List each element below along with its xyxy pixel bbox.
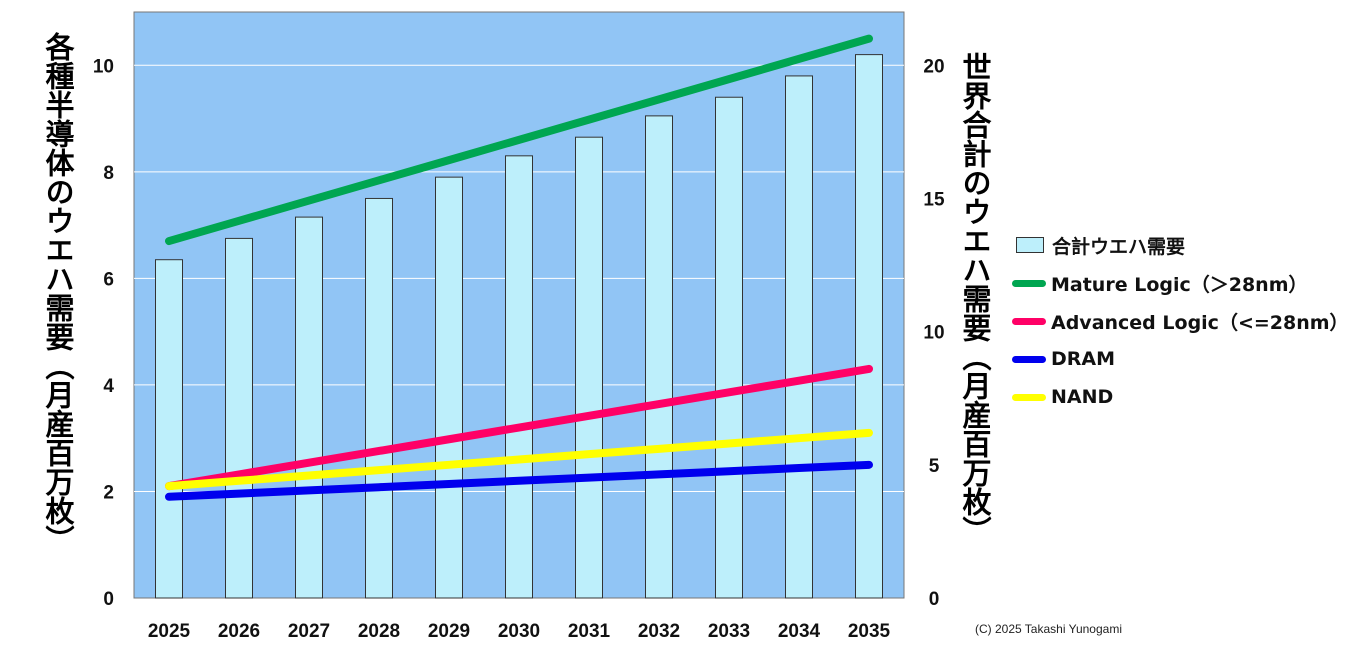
right-tick-label: 15: [923, 189, 945, 210]
bar-series: [155, 54, 883, 599]
right-axis-ticks: 0 5 10 15 20: [923, 56, 945, 610]
line-mature-logic: [165, 34, 873, 246]
x-tick-label: 2031: [568, 621, 611, 642]
line-nand: [165, 428, 873, 491]
legend-item-mature: Mature Logic（＞28nm）: [1012, 264, 1349, 302]
x-tick-label: 2026: [218, 621, 260, 642]
legend-swatch-mature: [1012, 279, 1046, 287]
bar-2025: [155, 259, 183, 599]
legend-swatch-dram: [1012, 355, 1046, 363]
legend-item-advanced: Advanced Logic（<=28nm）: [1012, 302, 1349, 340]
left-axis-label: 各種半導体のウエハ需要（月産百万枚）: [41, 32, 75, 554]
legend-label: NAND: [1051, 386, 1114, 408]
x-tick-label: 2030: [498, 621, 540, 642]
x-tick-label: 2032: [638, 621, 680, 642]
x-tick-label: 2025: [148, 621, 191, 642]
legend-label: DRAM: [1051, 348, 1116, 370]
left-tick-label: 10: [93, 56, 114, 77]
legend-label: 合計ウエハ需要: [1052, 235, 1186, 258]
bar-2027: [295, 216, 323, 599]
bar-2030: [505, 155, 533, 599]
x-tick-label: 2035: [848, 621, 891, 642]
left-tick-label: 8: [103, 163, 114, 184]
left-tick-label: 2: [103, 482, 114, 503]
right-tick-label: 5: [929, 456, 940, 477]
left-tick-label: 6: [103, 269, 114, 290]
x-axis-ticks: 2025 2026 2027 2028 2029 2030 2031 2032 2033 2034…: [148, 621, 891, 642]
left-tick-label: 0: [103, 589, 114, 610]
legend-swatch-nand: [1012, 393, 1046, 401]
legend-label: Mature Logic（＞28nm）: [1051, 273, 1308, 296]
bar-2031: [575, 136, 603, 599]
right-tick-label: 0: [929, 589, 940, 610]
bar-2033: [715, 96, 743, 599]
bar-2034: [785, 75, 813, 599]
x-tick-label: 2034: [778, 621, 821, 642]
bar-2029: [435, 176, 463, 599]
bar-2028: [365, 197, 393, 599]
left-axis-ticks: 0 2 4 6 8 10: [93, 56, 115, 610]
right-axis-label: 世界合計のウエハ需要（月産百万枚）: [958, 52, 992, 545]
x-tick-label: 2027: [288, 621, 330, 642]
line-dram: [165, 460, 873, 501]
x-tick-label: 2033: [708, 621, 750, 642]
legend-item-dram: DRAM: [1012, 340, 1349, 378]
bar-2032: [645, 115, 673, 599]
bar-2026: [225, 237, 253, 599]
legend-label: Advanced Logic（<=28nm）: [1051, 311, 1349, 334]
legend-item-bar: 合計ウエハ需要: [1012, 226, 1349, 264]
left-tick-label: 4: [103, 376, 114, 397]
legend-item-nand: NAND: [1012, 378, 1349, 416]
legend-swatch-advanced: [1012, 317, 1046, 325]
line-series: [165, 34, 873, 501]
right-tick-label: 10: [923, 323, 944, 344]
x-tick-label: 2028: [358, 621, 400, 642]
legend-swatch-bar: [1016, 237, 1044, 253]
x-tick-label: 2029: [428, 621, 470, 642]
right-tick-label: 20: [923, 56, 944, 77]
line-advanced-logic: [165, 364, 873, 491]
copyright-text: (C) 2025 Takashi Yunogami: [975, 622, 1122, 636]
bar-2035: [855, 54, 883, 599]
legend: 合計ウエハ需要 Mature Logic（＞28nm） Advanced Log…: [1012, 226, 1349, 416]
